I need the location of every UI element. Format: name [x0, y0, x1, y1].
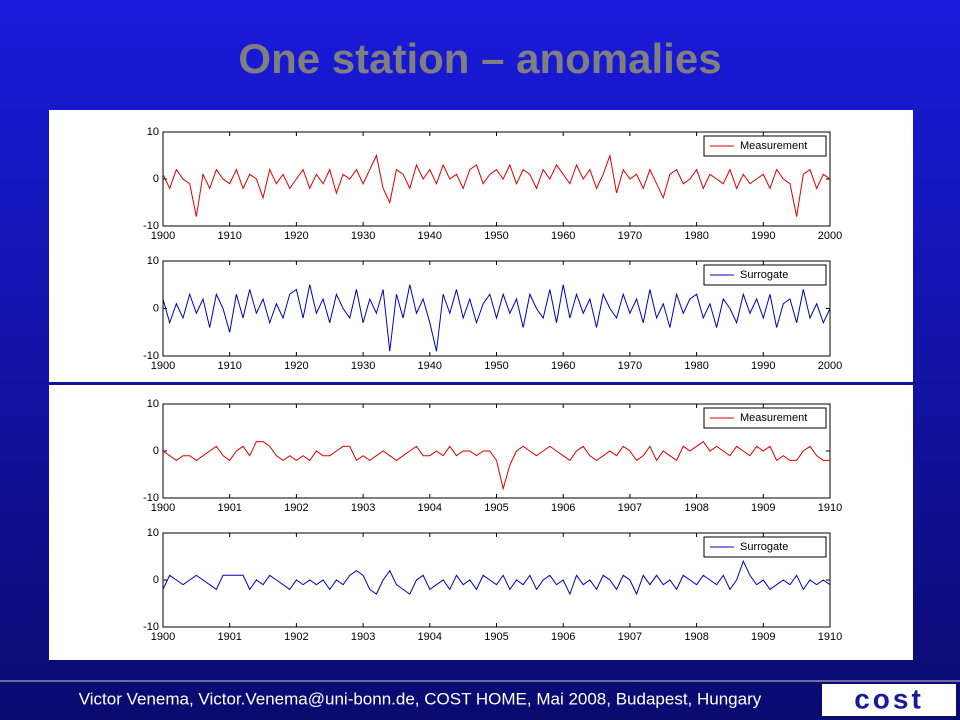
logo: cost [854, 683, 924, 714]
x-tick-label: 1908 [684, 502, 708, 514]
x-tick-label: 1901 [217, 502, 241, 514]
x-tick-label: 1900 [151, 360, 175, 372]
x-tick-label: 2000 [818, 360, 842, 372]
logo-box [822, 684, 956, 716]
footer-text: Victor Venema, Victor.Venema@uni-bonn.de… [79, 689, 762, 708]
x-tick-label: 1900 [151, 502, 175, 514]
x-tick-label: 1903 [351, 502, 375, 514]
x-tick-label: 1950 [484, 360, 508, 372]
x-tick-label: 1902 [284, 502, 308, 514]
legend-label: Surrogate [740, 541, 788, 553]
x-tick-label: 1990 [751, 360, 775, 372]
x-tick-label: 1960 [551, 230, 575, 242]
x-tick-label: 1905 [484, 631, 508, 643]
y-tick-label: 10 [147, 255, 159, 267]
x-tick-label: 1970 [618, 360, 642, 372]
x-tick-label: 1920 [284, 360, 308, 372]
x-tick-label: 1910 [217, 360, 241, 372]
y-tick-label: 10 [147, 126, 159, 138]
x-tick-label: 1940 [418, 360, 442, 372]
series-line [162, 153, 831, 217]
series-line [162, 284, 831, 352]
x-tick-label: 1904 [418, 502, 442, 514]
x-tick-label: 1980 [684, 230, 708, 242]
y-tick-label: 10 [147, 527, 159, 539]
y-tick-label: -10 [143, 621, 159, 633]
x-tick-label: 1900 [151, 230, 175, 242]
y-tick-label: 0 [153, 574, 159, 586]
x-tick-label: 1908 [684, 631, 708, 643]
x-tick-label: 1902 [284, 631, 308, 643]
y-tick-label: 0 [153, 445, 159, 457]
x-tick-label: 1905 [484, 502, 508, 514]
x-tick-label: 1906 [551, 502, 575, 514]
x-tick-label: 1950 [484, 230, 508, 242]
x-tick-label: 1907 [618, 502, 642, 514]
y-tick-label: -10 [143, 350, 159, 362]
legend-box [703, 536, 827, 558]
x-tick-label: 1940 [418, 230, 442, 242]
x-tick-label: 1910 [818, 631, 842, 643]
x-tick-label: 1990 [751, 230, 775, 242]
x-tick-label: 1960 [551, 360, 575, 372]
legend-box [703, 264, 827, 286]
series-line [162, 559, 831, 596]
y-tick-label: 10 [147, 398, 159, 410]
x-tick-label: 1907 [618, 631, 642, 643]
slide-title: One station – anomalies [238, 35, 721, 82]
x-tick-label: 1920 [284, 230, 308, 242]
x-tick-label: 2000 [818, 230, 842, 242]
x-tick-label: 1980 [684, 360, 708, 372]
y-tick-label: -10 [143, 492, 159, 504]
x-tick-label: 1910 [818, 502, 842, 514]
x-tick-label: 1900 [151, 631, 175, 643]
x-tick-label: 1909 [751, 631, 775, 643]
x-tick-label: 1906 [551, 631, 575, 643]
x-tick-label: 1970 [618, 230, 642, 242]
legend-label: Surrogate [740, 269, 788, 281]
x-tick-label: 1910 [217, 230, 241, 242]
x-tick-label: 1901 [217, 631, 241, 643]
x-tick-label: 1904 [418, 631, 442, 643]
y-tick-label: 0 [153, 173, 159, 185]
legend-box [703, 407, 827, 429]
y-tick-label: -10 [143, 220, 159, 232]
x-tick-label: 1930 [351, 230, 375, 242]
legend-label: Measurement [740, 140, 807, 152]
series-line [162, 440, 830, 491]
x-tick-label: 1930 [351, 360, 375, 372]
x-tick-label: 1909 [751, 502, 775, 514]
y-tick-label: 0 [153, 302, 159, 314]
legend-box [703, 135, 827, 157]
x-tick-label: 1903 [351, 631, 375, 643]
legend-label: Measurement [740, 412, 807, 424]
